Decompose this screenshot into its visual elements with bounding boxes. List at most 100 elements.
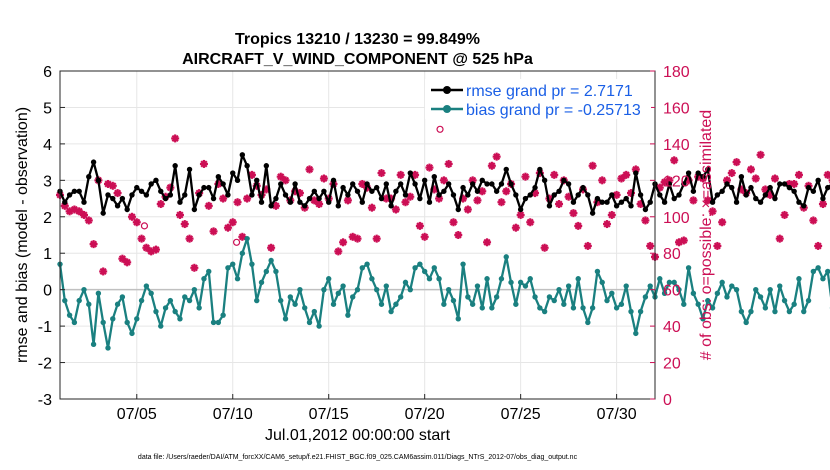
assimilated-count-marker xyxy=(823,170,830,179)
bias-point xyxy=(618,301,625,307)
bias-point xyxy=(508,279,514,286)
rmse-point xyxy=(340,184,346,191)
bias-point xyxy=(81,286,87,293)
y-right-tick-label: 160 xyxy=(663,100,690,117)
bias-point xyxy=(661,290,668,297)
bias-point xyxy=(695,301,701,307)
bias-point xyxy=(594,268,601,275)
bias-point xyxy=(66,312,73,318)
assimilated-count-marker xyxy=(598,176,607,185)
bias-point xyxy=(527,276,533,282)
assimilated-count-marker xyxy=(550,170,559,179)
bias-point xyxy=(114,301,121,307)
bias-point xyxy=(191,286,198,293)
y-tick-label: -2 xyxy=(38,356,52,373)
assimilated-count-marker xyxy=(353,234,362,243)
assimilated-count-marker xyxy=(444,159,453,168)
rmse-point xyxy=(786,184,793,191)
y-tick-label: 1 xyxy=(43,246,52,263)
assimilated-count-marker xyxy=(415,221,424,230)
rmse-point xyxy=(239,152,246,158)
rmse-point xyxy=(657,192,663,198)
bias-point xyxy=(220,312,226,318)
bias-point xyxy=(225,265,231,271)
assimilated-count-marker xyxy=(679,236,688,245)
assimilated-count-marker xyxy=(180,220,189,229)
rmse-point xyxy=(134,184,140,191)
bias-point xyxy=(359,265,365,271)
bias-point xyxy=(100,319,106,326)
legend-rmse-marker xyxy=(443,86,451,94)
y-tick-label: 2 xyxy=(43,210,52,227)
bias-point xyxy=(234,276,241,282)
assimilated-count-marker xyxy=(756,150,765,159)
rmse-point xyxy=(62,199,68,205)
bias-point xyxy=(781,297,788,304)
bias-point xyxy=(757,294,764,300)
assimilated-count-marker xyxy=(199,159,208,168)
bias-point xyxy=(503,254,509,260)
rmse-point xyxy=(537,166,543,173)
bias-point xyxy=(421,268,428,275)
assimilated-count-marker xyxy=(718,218,727,227)
bias-point xyxy=(373,286,380,293)
bias-point xyxy=(330,301,337,307)
rmse-point xyxy=(671,195,677,202)
rmse-point xyxy=(326,199,332,205)
bias-point xyxy=(815,265,821,271)
data-file-footnote: data file: /Users/raeder/DAI/ATM_forcXX/… xyxy=(138,454,578,461)
assimilated-count-marker xyxy=(818,200,827,209)
rmse-point xyxy=(781,181,788,187)
assimilated-count-marker xyxy=(790,179,799,188)
bias-point xyxy=(700,316,706,322)
assimilated-count-marker xyxy=(794,170,803,179)
assimilated-count-marker xyxy=(185,234,194,243)
assimilated-count-marker xyxy=(209,227,218,236)
bias-point xyxy=(167,297,174,304)
bias-point xyxy=(517,279,524,286)
rmse-point xyxy=(762,192,769,198)
assimilated-count-marker xyxy=(492,152,501,161)
bias-point xyxy=(206,268,212,275)
rmse-point xyxy=(316,195,322,202)
assimilated-count-marker xyxy=(84,216,93,225)
assimilated-count-marker xyxy=(123,258,132,267)
assimilated-count-marker xyxy=(809,216,818,225)
rmse-point xyxy=(469,181,476,187)
rmse-point xyxy=(753,195,759,202)
bias-point xyxy=(589,305,596,311)
x-tick-label: 07/15 xyxy=(309,406,349,423)
bias-point xyxy=(676,286,682,293)
rmse-point xyxy=(354,188,361,194)
rmse-point xyxy=(508,181,514,187)
bias-point xyxy=(407,286,413,293)
rmse-point xyxy=(215,173,222,180)
rmse-point xyxy=(820,195,826,202)
rmse-point xyxy=(709,199,716,205)
rmse-point xyxy=(138,188,145,194)
bias-point xyxy=(777,283,783,289)
rmse-point xyxy=(388,203,394,209)
bias-point xyxy=(186,297,193,304)
bias-point xyxy=(105,345,111,351)
bias-point xyxy=(148,290,154,297)
rmse-point xyxy=(561,177,567,184)
y-right-tick-label: 180 xyxy=(663,64,690,81)
x-tick-label: 07/10 xyxy=(213,406,253,423)
bias-point xyxy=(62,297,68,304)
rmse-point xyxy=(719,188,725,194)
rmse-point xyxy=(306,195,313,202)
assimilated-count-marker xyxy=(646,241,655,250)
bias-point xyxy=(762,305,769,311)
assimilated-count-marker xyxy=(607,210,616,219)
bias-point xyxy=(254,297,260,304)
rmse-point xyxy=(436,192,442,198)
rmse-point xyxy=(359,199,365,205)
assimilated-count-marker xyxy=(511,223,520,232)
assimilated-count-marker xyxy=(689,196,698,205)
rmse-point xyxy=(230,170,236,176)
assimilated-count-marker xyxy=(401,198,410,207)
bias-point xyxy=(388,308,394,315)
bias-point xyxy=(129,330,135,337)
rmse-point xyxy=(393,188,399,194)
